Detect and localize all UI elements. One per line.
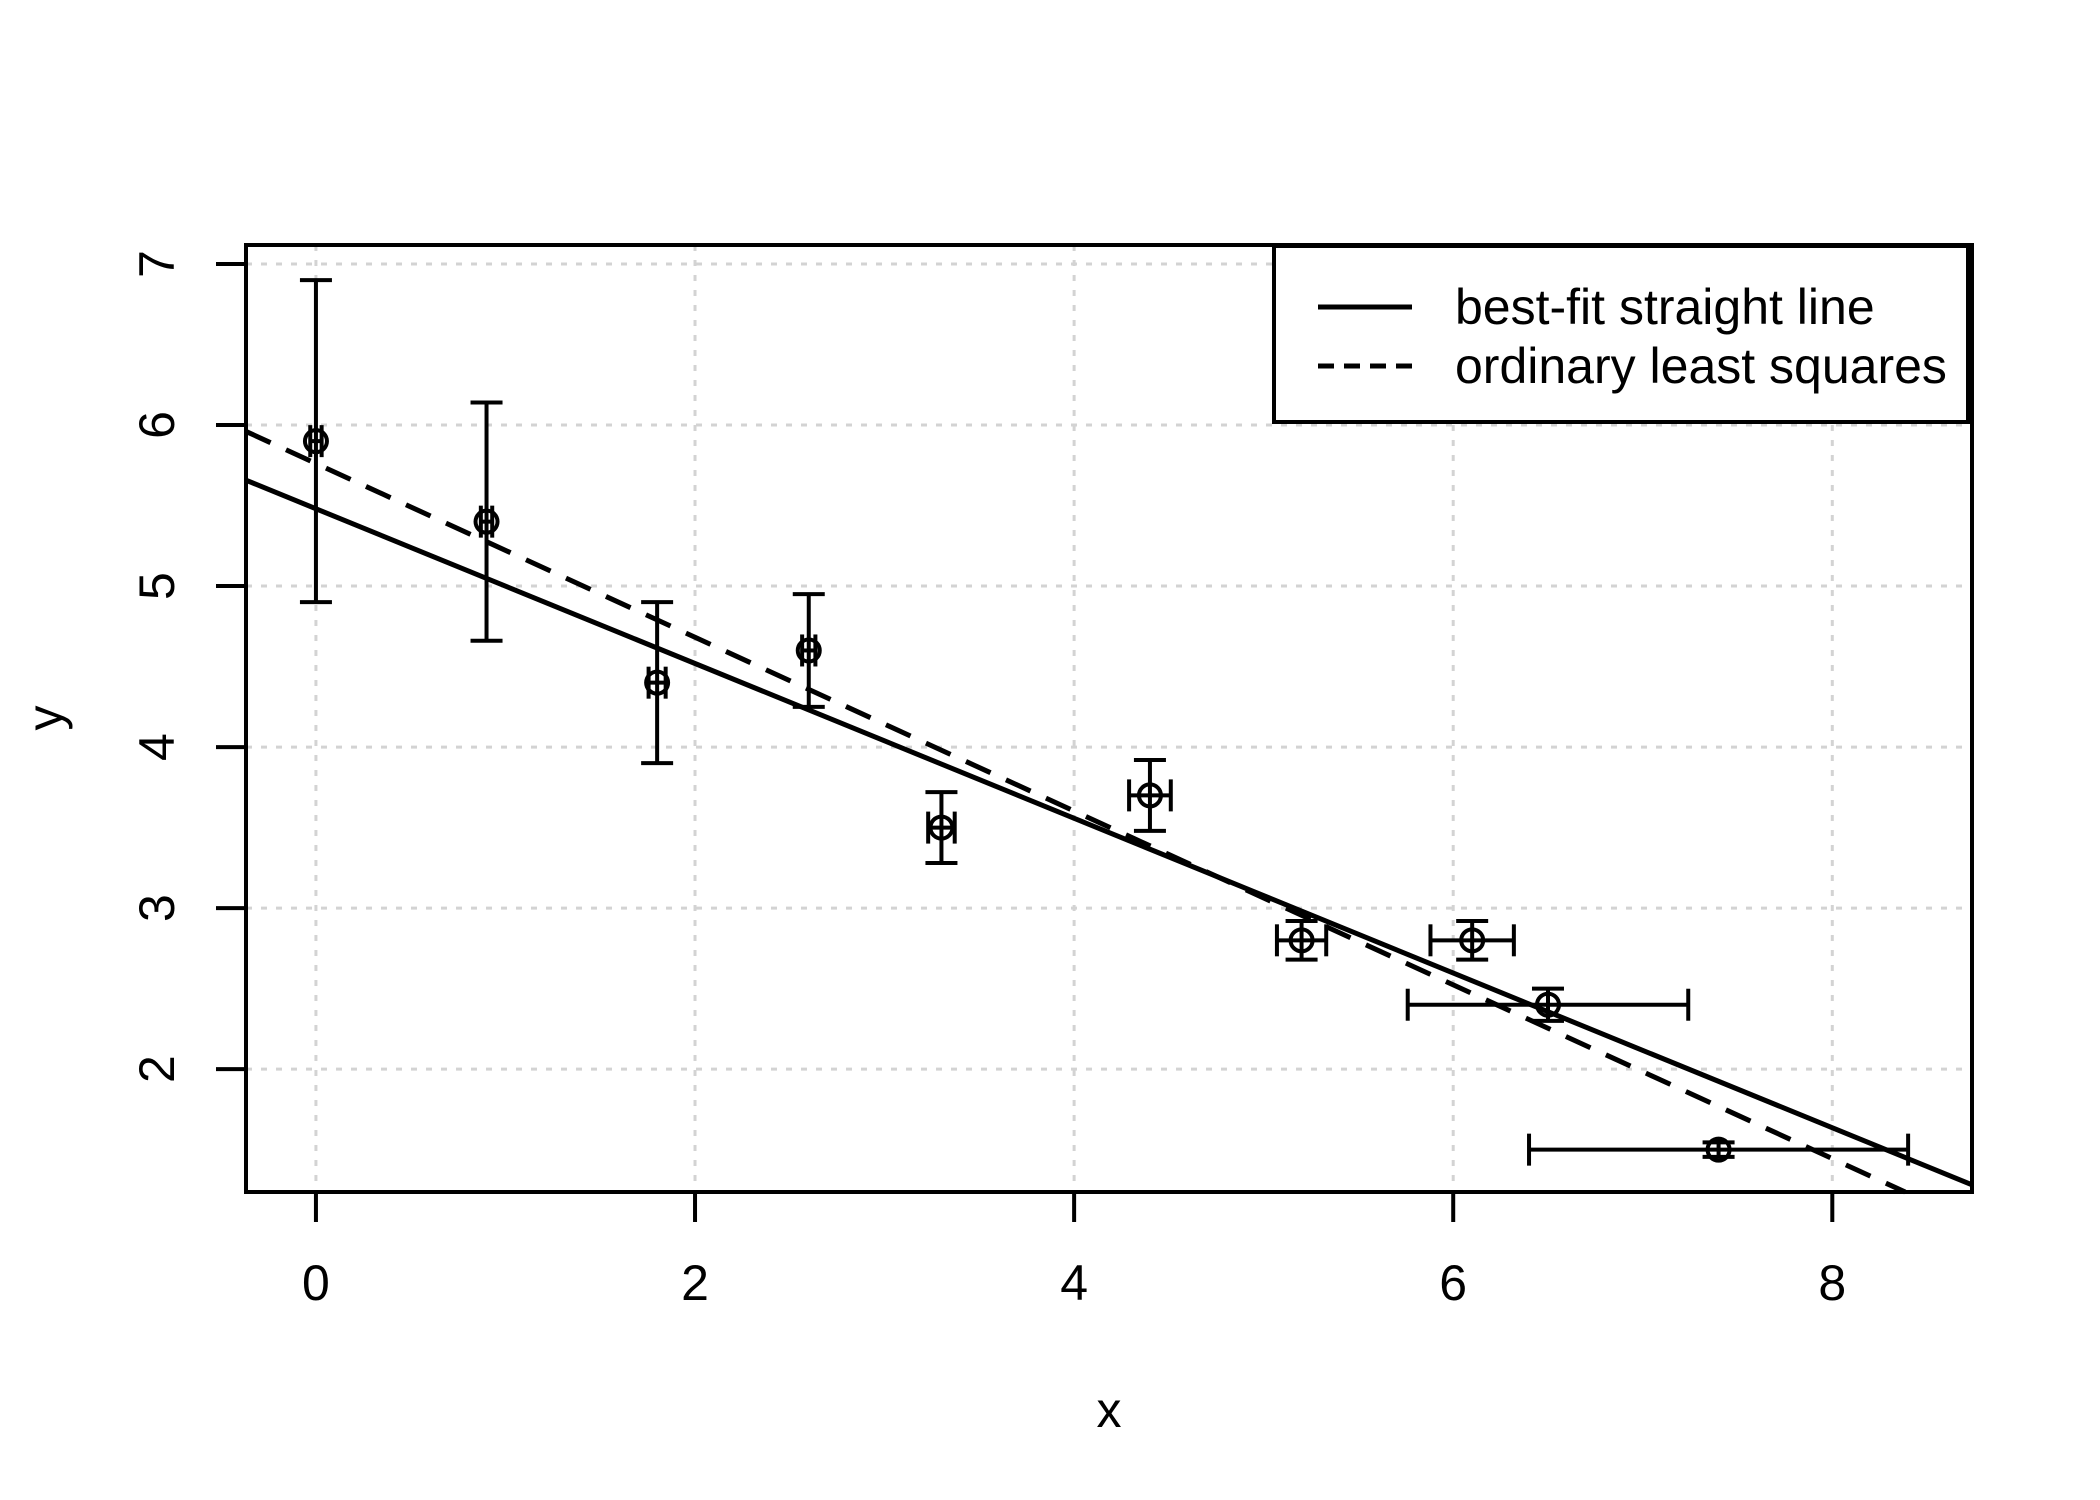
x-tick-label-6: 6 <box>1439 1255 1467 1311</box>
y-axis-title: y <box>17 706 73 731</box>
data-point-2 <box>641 600 674 766</box>
data-point-7 <box>1428 918 1516 962</box>
legend-label-ols: ordinary least squares <box>1455 338 1947 394</box>
y-tick-label-7: 7 <box>129 250 185 278</box>
ols-line <box>244 429 1907 1195</box>
data-point-8 <box>1405 986 1691 1023</box>
data-point-9 <box>1527 1133 1911 1166</box>
y-tick-label-5: 5 <box>129 572 185 600</box>
point-marker <box>1459 927 1486 954</box>
legend: best-fit straight line ordinary least sq… <box>1272 244 1970 424</box>
x-axis-title: x <box>1097 1382 1122 1438</box>
x-tick-label-0: 0 <box>302 1255 330 1311</box>
y-tick-label-2: 2 <box>129 1055 185 1083</box>
point-marker <box>302 428 329 455</box>
y-tick-label-4: 4 <box>129 733 185 761</box>
x-tick-label-4: 4 <box>1060 1255 1088 1311</box>
point-marker <box>1136 782 1163 809</box>
point-marker <box>1288 927 1315 954</box>
legend-label-best-fit: best-fit straight line <box>1455 279 1875 335</box>
grid-layer <box>246 245 1972 1192</box>
point-marker <box>644 669 671 696</box>
data-point-3 <box>792 592 825 709</box>
data-point-6 <box>1274 918 1329 962</box>
y-tick-label-3: 3 <box>129 894 185 922</box>
legend-box <box>1272 244 1970 424</box>
data-point-5 <box>1127 757 1173 833</box>
data-point-0 <box>299 278 332 605</box>
axis-layer: 0 2 4 6 8 2 3 4 5 6 7 <box>129 243 1974 1311</box>
point-marker <box>1705 1136 1732 1163</box>
best-fit-line <box>245 477 1973 1188</box>
data-point-1 <box>470 400 503 643</box>
data-layer <box>244 278 1973 1195</box>
point-marker <box>473 508 500 535</box>
y-tick-label-6: 6 <box>129 411 185 439</box>
x-tick-label-8: 8 <box>1818 1255 1846 1311</box>
x-tick-label-2: 2 <box>681 1255 709 1311</box>
point-marker <box>928 814 955 841</box>
point-marker <box>795 637 822 664</box>
plot-border <box>244 243 1974 1194</box>
data-point-4 <box>925 790 958 866</box>
